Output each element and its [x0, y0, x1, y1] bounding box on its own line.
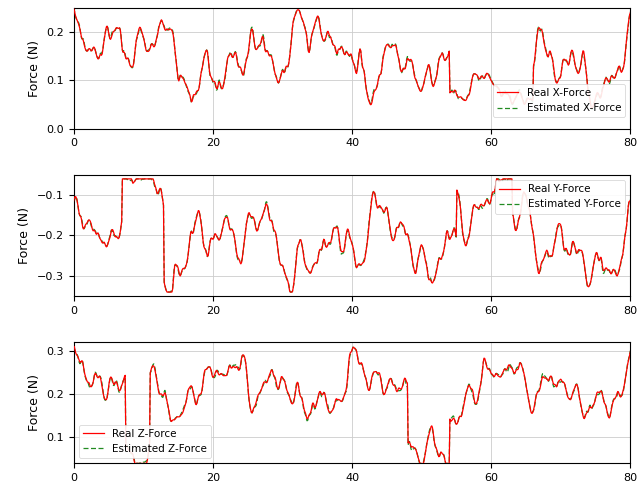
Real X-Force	[424, 62, 432, 68]
Y-axis label: Force (N): Force (N)	[28, 374, 40, 431]
Estimated Z-Force	[394, 388, 402, 394]
Estimated X-Force	[408, 58, 415, 64]
Y-axis label: Force (N): Force (N)	[28, 40, 40, 97]
Line: Real Z-Force: Real Z-Force	[74, 347, 630, 463]
Estimated Z-Force	[349, 344, 357, 350]
Real Z-Force	[104, 391, 111, 397]
Real X-Force	[393, 48, 401, 54]
Real Z-Force	[70, 344, 77, 350]
Line: Real Y-Force: Real Y-Force	[74, 179, 630, 292]
Real Y-Force	[409, 262, 417, 268]
Real Z-Force	[408, 444, 416, 450]
Real X-Force	[549, 60, 557, 66]
Legend: Real X-Force, Estimated X-Force: Real X-Force, Estimated X-Force	[493, 84, 625, 118]
Estimated Z-Force	[70, 346, 77, 352]
Estimated Z-Force	[132, 460, 140, 466]
Estimated Y-Force	[409, 263, 417, 269]
Estimated X-Force	[549, 60, 557, 66]
Estimated X-Force	[104, 25, 111, 31]
Real Z-Force	[627, 349, 634, 355]
Estimated X-Force	[588, 107, 596, 113]
Real Y-Force	[394, 224, 402, 230]
Estimated Y-Force	[70, 199, 77, 205]
Estimated Z-Force	[426, 426, 433, 432]
Estimated Y-Force	[120, 176, 127, 182]
Legend: Real Z-Force, Estimated Z-Force: Real Z-Force, Estimated Z-Force	[79, 425, 211, 458]
Estimated Y-Force	[163, 289, 171, 295]
Line: Estimated Z-Force: Estimated Z-Force	[74, 347, 630, 463]
Real Z-Force	[493, 371, 500, 377]
Real X-Force	[492, 83, 500, 89]
Estimated Y-Force	[627, 196, 634, 202]
Line: Estimated Y-Force: Estimated Y-Force	[74, 179, 630, 292]
Estimated X-Force	[492, 83, 500, 89]
Real Z-Force	[394, 388, 401, 394]
Real Z-Force	[425, 431, 433, 437]
Real X-Force	[627, 10, 634, 16]
Real X-Force	[104, 25, 111, 31]
Estimated Y-Force	[394, 225, 402, 231]
Estimated Z-Force	[493, 371, 501, 377]
Estimated X-Force	[70, 5, 77, 11]
Real Z-Force	[550, 381, 557, 387]
Estimated X-Force	[627, 9, 634, 15]
Estimated Z-Force	[627, 348, 634, 354]
Estimated Z-Force	[409, 446, 417, 452]
Line: Estimated X-Force: Estimated X-Force	[74, 8, 630, 110]
Estimated Y-Force	[426, 275, 433, 281]
Estimated Y-Force	[493, 176, 501, 182]
Real Y-Force	[118, 176, 126, 182]
Real X-Force	[588, 105, 596, 111]
Real Y-Force	[627, 197, 634, 203]
Y-axis label: Force (N): Force (N)	[18, 207, 31, 264]
Real X-Force	[70, 6, 77, 12]
Real Z-Force	[131, 460, 139, 466]
Estimated Y-Force	[550, 241, 558, 247]
Estimated Z-Force	[104, 391, 111, 397]
Real Y-Force	[550, 240, 558, 246]
Line: Real X-Force: Real X-Force	[74, 9, 630, 108]
Estimated Y-Force	[104, 241, 111, 247]
Real Y-Force	[493, 176, 501, 182]
Estimated X-Force	[393, 47, 401, 53]
Real X-Force	[408, 58, 415, 64]
Real Y-Force	[163, 289, 171, 295]
Real Y-Force	[70, 198, 77, 204]
Legend: Real Y-Force, Estimated Y-Force: Real Y-Force, Estimated Y-Force	[495, 180, 625, 213]
Real Y-Force	[426, 277, 433, 283]
Estimated Z-Force	[550, 383, 558, 389]
Estimated X-Force	[424, 62, 432, 68]
Real Y-Force	[104, 241, 111, 247]
